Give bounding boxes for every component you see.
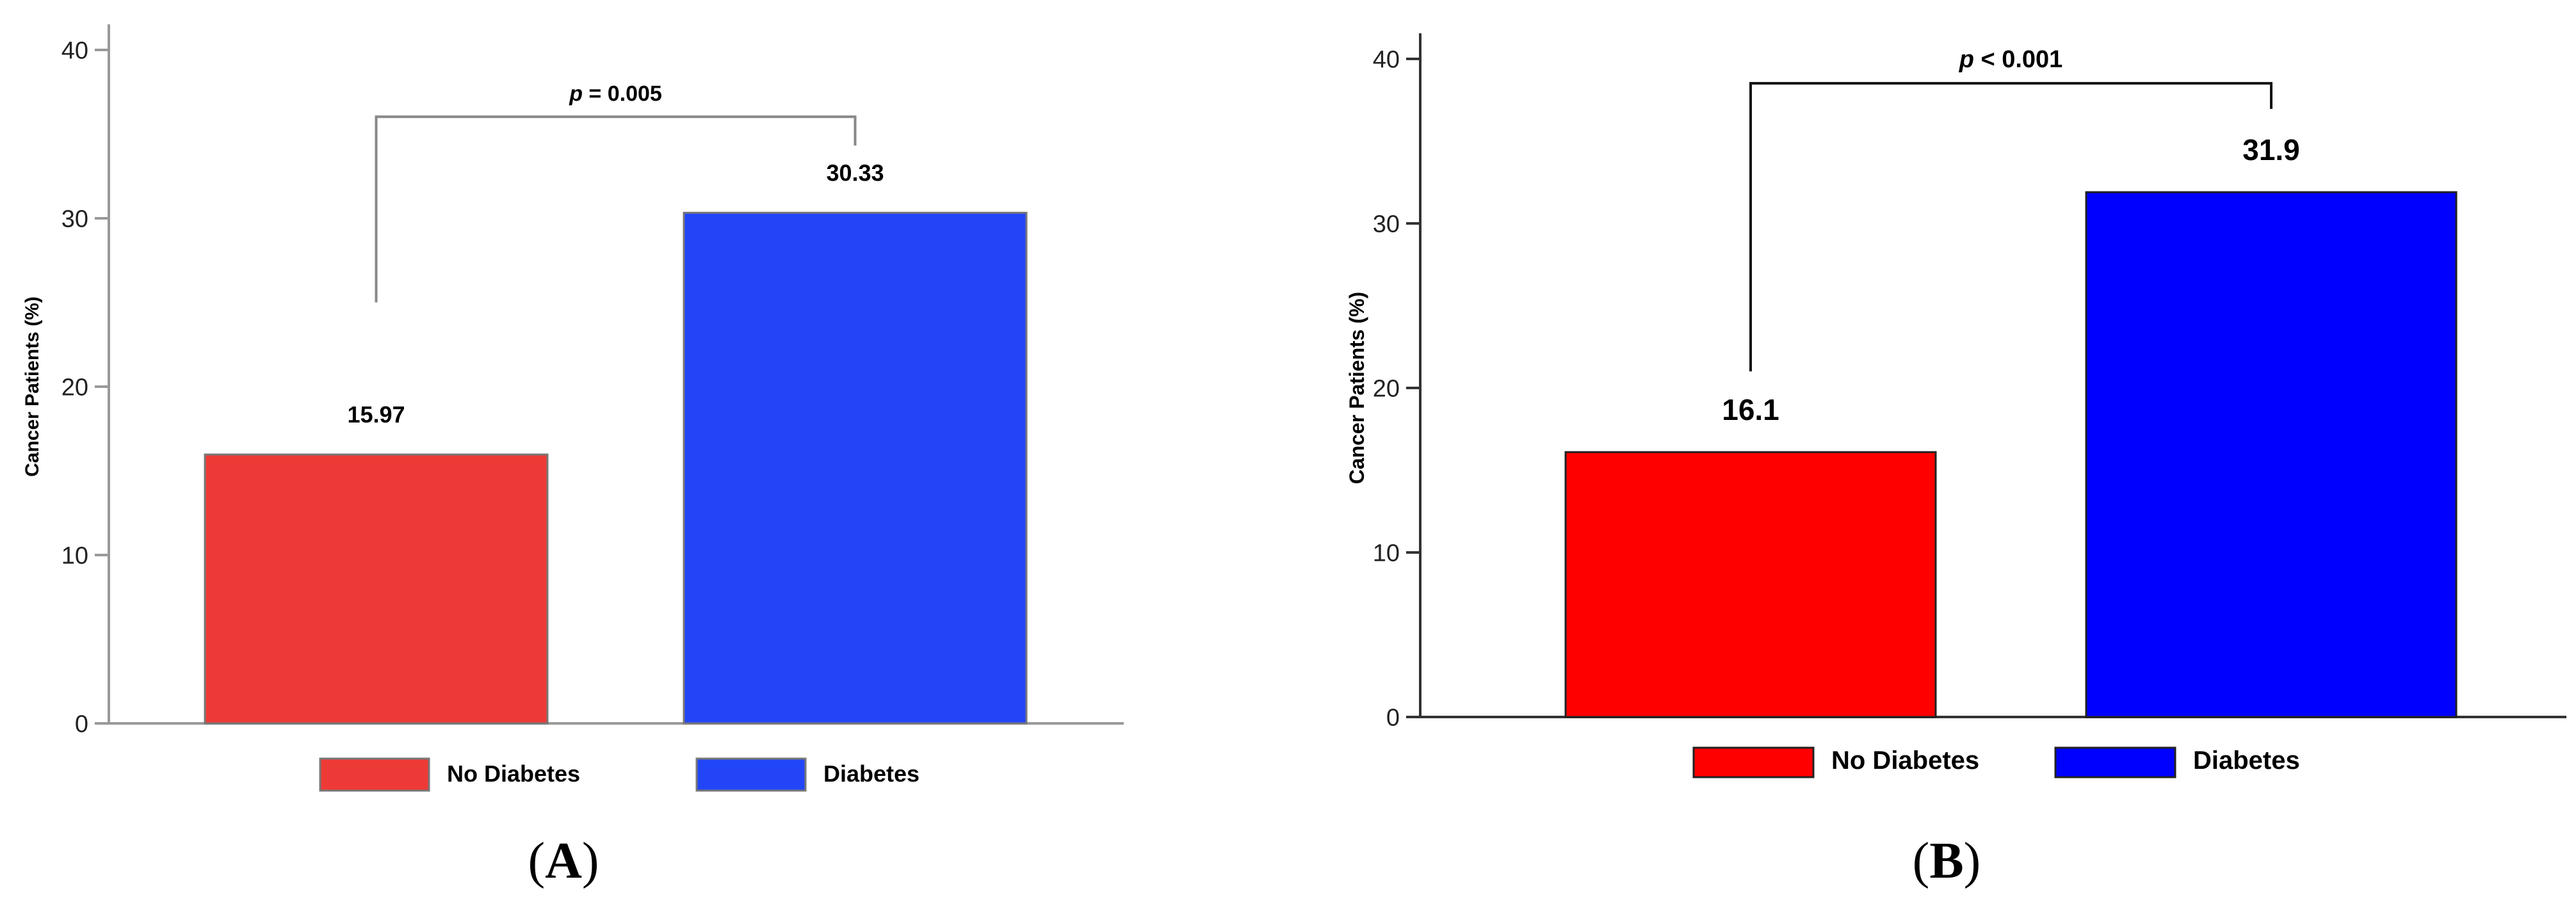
data-label-b-2: 31.9 — [2242, 133, 2300, 166]
panel-letter-b: B — [1929, 833, 1964, 889]
bar-chart-a: 0 10 20 30 40 Cancer Patients (%) 15.97 30.33 p … — [22, 24, 1124, 792]
legend-label-b-1: No Diabetes — [1831, 746, 1979, 775]
y-axis-label-b: Cancer Patients (%) — [1345, 292, 1368, 485]
p-value-text-a: = 0.005 — [583, 81, 662, 106]
bar-chart-b: 0 10 20 30 40 Cancer Patients (%) 16.1 31.9 p < … — [1345, 33, 2566, 778]
y-tick-label-b: 20 — [1373, 375, 1400, 402]
data-label-a-2: 30.33 — [826, 159, 884, 186]
y-tick-label-a: 40 — [61, 37, 88, 64]
p-value-annotation-a: p = 0.005 — [569, 81, 662, 106]
y-axis-label-a: Cancer Patients (%) — [22, 296, 43, 477]
y-tick-label-b: 10 — [1373, 540, 1400, 567]
p-value-annotation-b: p < 0.001 — [1959, 46, 2063, 73]
y-tick-label-b: 0 — [1386, 704, 1400, 731]
bar-b-2 — [2085, 191, 2458, 718]
y-tick-label-a: 20 — [61, 374, 88, 401]
panel-label-b: (B) — [1912, 833, 1981, 889]
y-tick-label-b: 40 — [1373, 46, 1400, 73]
panel-letter-a: A — [545, 833, 582, 889]
legend-label-b-2: Diabetes — [2193, 746, 2300, 775]
significance-bracket-b — [1749, 82, 2272, 372]
data-label-a-1: 15.97 — [347, 401, 405, 428]
p-value-text-b: < 0.001 — [1974, 46, 2062, 73]
chart-panel-a: 0 10 20 30 40 Cancer Patients (%) 15.97 30.33 p … — [0, 0, 1281, 902]
legend-label-a-1: No Diabetes — [447, 761, 580, 787]
p-value-symbol-b: p — [1959, 46, 1974, 73]
y-tick-label-b: 30 — [1373, 211, 1400, 238]
y-tick-label-a: 10 — [61, 542, 88, 569]
legend-swatch-b-1 — [1692, 746, 1815, 778]
data-label-b-1: 16.1 — [1722, 393, 1779, 426]
legend-swatch-a-1 — [319, 757, 430, 792]
p-value-symbol-a: p — [569, 81, 583, 106]
bar-b-1 — [1564, 451, 1937, 718]
legend-swatch-b-2 — [2054, 746, 2176, 778]
panel-label-a: (A) — [528, 833, 599, 889]
legend-swatch-a-2 — [695, 757, 807, 792]
legend-label-a-2: Diabetes — [823, 761, 919, 787]
y-tick-label-a: 0 — [75, 711, 88, 737]
bar-a-2 — [683, 211, 1028, 725]
significance-bracket-a — [375, 115, 857, 303]
y-tick-label-a: 30 — [61, 205, 88, 232]
chart-panel-b: 0 10 20 30 40 Cancer Patients (%) 16.1 31.9 p < … — [1281, 0, 2576, 902]
bar-a-1 — [204, 453, 549, 725]
